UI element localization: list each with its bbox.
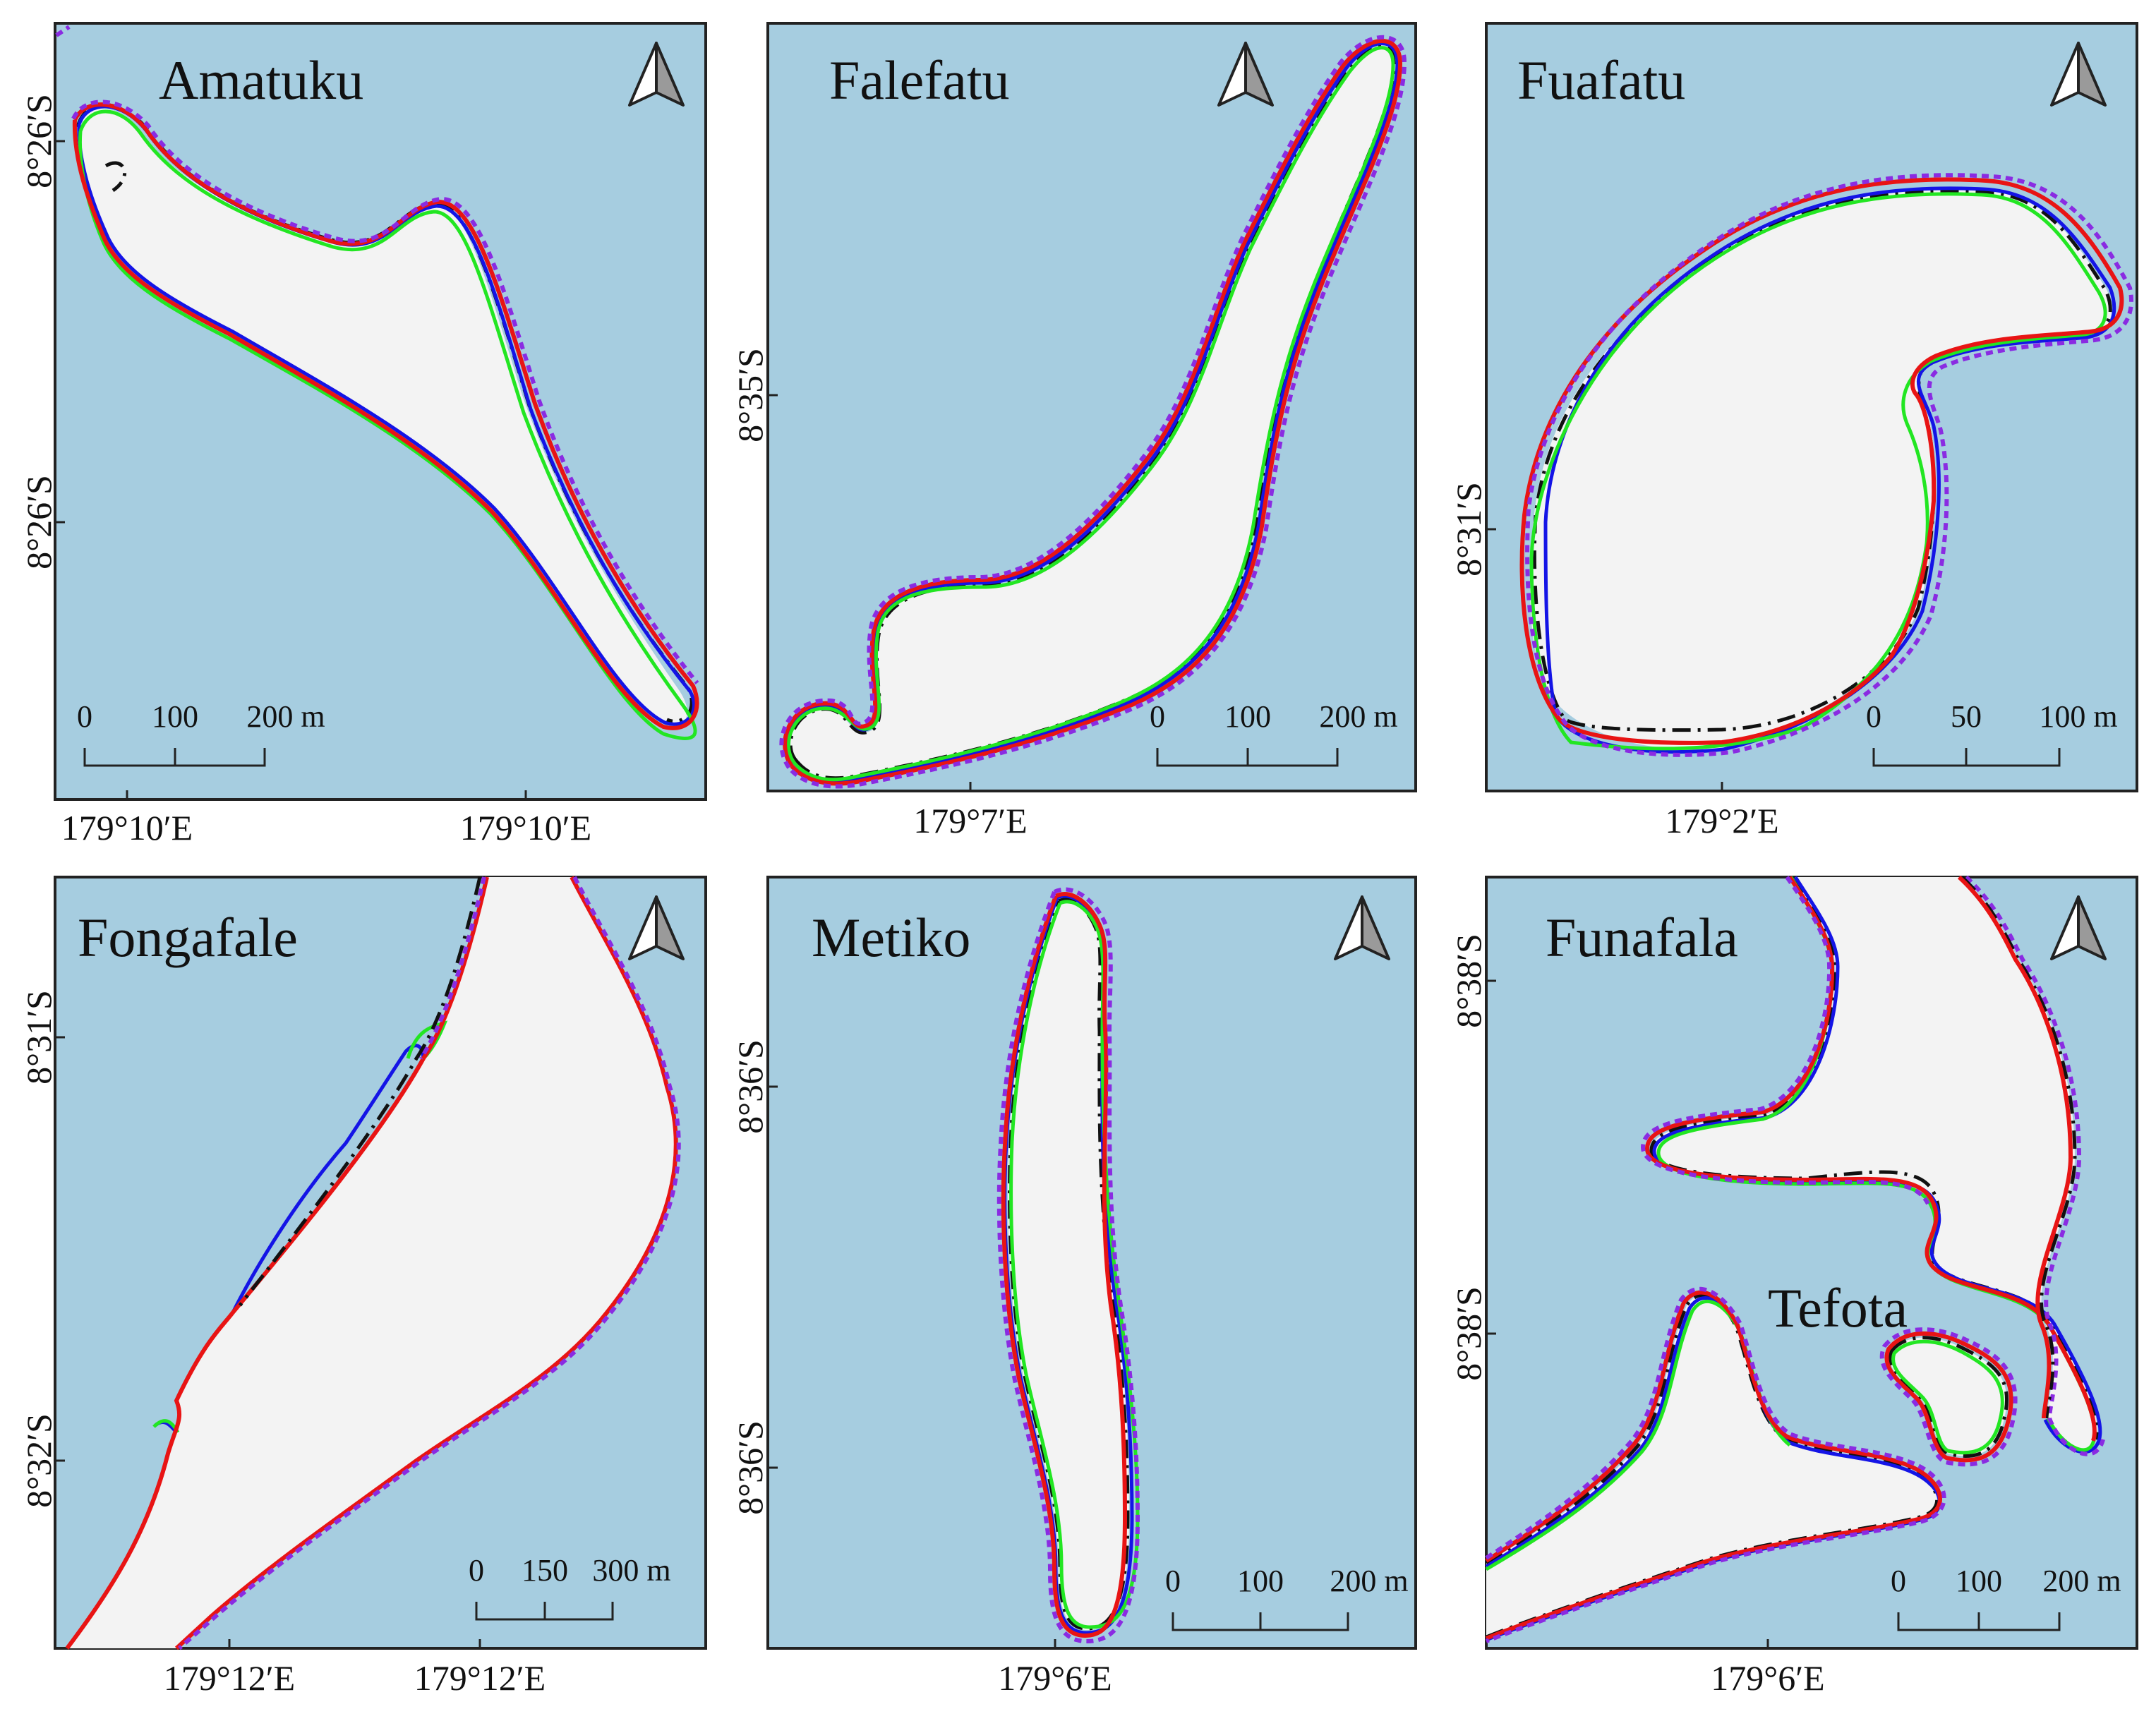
svg-text:200 m: 200 m <box>1319 699 1397 734</box>
island-shape <box>55 25 699 740</box>
scale-bar: 0 100 200 m <box>1165 1564 1409 1631</box>
island-shape <box>1519 173 2133 757</box>
scale-bar: 0 150 300 m <box>469 1553 671 1621</box>
lon-label: 179°12′E <box>164 1658 295 1698</box>
island-shape <box>996 887 1140 1644</box>
panel-title: Amatuku <box>159 49 363 111</box>
svg-text:100: 100 <box>1224 699 1271 734</box>
lat-label: 8°38′S <box>1449 1286 1488 1381</box>
svg-text:100: 100 <box>152 699 198 734</box>
panel-falefatu: Falefatu 8°35′S 179°7′E 0 100 200 m <box>730 22 1417 840</box>
panel-title: Funafala <box>1546 907 1738 968</box>
svg-text:0: 0 <box>1891 1564 1906 1598</box>
svg-text:150: 150 <box>522 1553 568 1588</box>
island-shape <box>65 876 681 1650</box>
scale-bar: 0 50 100 m <box>1866 699 2118 767</box>
lon-label: 179°10′E <box>460 808 591 847</box>
lat-label: 8°36′S <box>730 1420 770 1515</box>
lat-label: 8°26′S <box>19 475 59 569</box>
panel-fuafatu: Fuafatu 8°31′S 179°2′E 0 50 100 m <box>1449 22 2138 840</box>
lat-label: 8°32′S <box>19 1413 59 1508</box>
lon-label: 179°6′E <box>1711 1658 1824 1698</box>
panel-title: Fuafatu <box>1517 49 1685 111</box>
panel-title: Metiko <box>812 907 970 968</box>
lat-label: 8°31′S <box>1449 482 1488 576</box>
svg-text:100: 100 <box>1237 1564 1284 1598</box>
panel-metiko: Metiko 8°36′S 8°36′S 179°6′E 0 100 200 m <box>730 876 1417 1698</box>
island-shape <box>779 35 1407 789</box>
lat-label: 8°26′S <box>19 94 59 188</box>
scale-bar: 0 100 200 m <box>1150 699 1398 767</box>
svg-text:100 m: 100 m <box>2039 699 2117 734</box>
panel-funafala: Funafala Tefota 8°38′S 8°38′S 179°6′E 0 … <box>1449 875 2138 1698</box>
svg-text:200 m: 200 m <box>246 699 325 734</box>
svg-text:0: 0 <box>1150 699 1165 734</box>
svg-text:0: 0 <box>77 699 92 734</box>
lat-label: 8°38′S <box>1449 934 1488 1028</box>
island-shape <box>1485 875 2105 1643</box>
svg-text:200 m: 200 m <box>1330 1564 1408 1598</box>
lon-label: 179°7′E <box>913 801 1027 840</box>
lat-label: 8°31′S <box>19 990 59 1085</box>
panel-amatuku: Amatuku 8°26′S 8°26′S 179°10′E 179°10′E … <box>19 22 707 847</box>
lon-label: 179°6′E <box>998 1658 1112 1698</box>
scale-bar: 0 100 200 m <box>1891 1564 2121 1631</box>
lon-label: 179°2′E <box>1665 801 1778 840</box>
lon-label: 179°12′E <box>414 1658 546 1698</box>
svg-text:300 m: 300 m <box>592 1553 670 1588</box>
svg-text:0: 0 <box>1866 699 1881 734</box>
svg-text:0: 0 <box>1165 1564 1181 1598</box>
scale-bar: 0 100 200 m <box>77 699 325 767</box>
svg-text:200 m: 200 m <box>2042 1564 2121 1598</box>
lat-label: 8°36′S <box>730 1039 770 1134</box>
svg-text:50: 50 <box>1951 699 1982 734</box>
panel-title: Fongafale <box>78 907 298 968</box>
svg-text:100: 100 <box>1956 1564 2002 1598</box>
svg-text:0: 0 <box>469 1553 484 1588</box>
lon-label: 179°10′E <box>61 808 193 847</box>
islet-label: Tefota <box>1768 1277 1908 1339</box>
panel-title: Falefatu <box>829 49 1010 111</box>
lat-label: 8°35′S <box>730 348 770 442</box>
panel-fongafale: Fongafale 8°31′S 8°32′S 179°12′E 179°12′… <box>19 876 707 1698</box>
